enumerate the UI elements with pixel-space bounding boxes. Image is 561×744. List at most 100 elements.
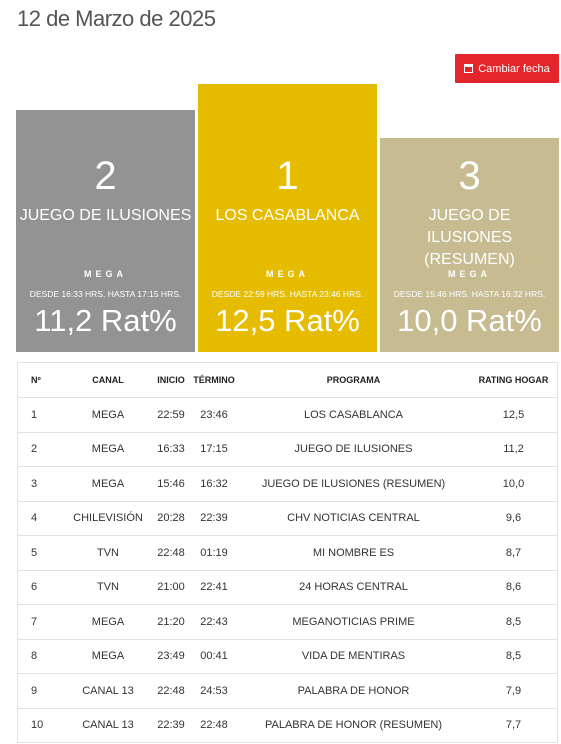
rating-value: 11,2 Rat% (34, 303, 177, 338)
table-row: 1 MEGA 22:59 23:46 LOS CASABLANCA 12,5 (17, 397, 558, 432)
cell-rating: 8,5 (470, 638, 558, 674)
rank-number: 2 (94, 154, 117, 198)
cell-program: JUEGO DE ILUSIONES (RESUMEN) (237, 466, 470, 501)
col-header-rating: RATING HOGAR (478, 375, 549, 385)
ratings-table: Nº CANAL INICIO TÉRMINO PROGRAMA RATING … (17, 362, 558, 743)
cell-channel: MEGA (65, 397, 151, 432)
cell-program: JUEGO DE ILUSIONES (237, 431, 470, 467)
cell-program: LOS CASABLANCA (237, 397, 470, 432)
cell-number: 9 (17, 673, 65, 708)
cell-end: 22:41 (191, 569, 237, 605)
cell-start: 22:39 (151, 707, 191, 743)
cell-channel: MEGA (65, 604, 151, 639)
table-row: 2 MEGA 16:33 17:15 JUEGO DE ILUSIONES 11,2 (17, 431, 558, 467)
cell-number: 3 (17, 466, 65, 501)
cell-number: 10 (17, 707, 65, 743)
cell-number: 2 (17, 431, 65, 467)
time-range: DESDE 15:46 HRS. HASTA 16:32 HRS. (393, 289, 546, 299)
cell-number: 6 (17, 569, 65, 605)
table-row: 3 MEGA 15:46 16:32 JUEGO DE ILUSIONES (RESUM… (17, 466, 558, 501)
cell-end: 22:39 (191, 500, 237, 536)
change-date-label: Cambiar fecha (478, 62, 550, 75)
cell-rating: 8,6 (470, 569, 558, 605)
table-row: 9 CANAL 13 22:48 24:53 PALABRA DE HONOR 7,9 (17, 673, 558, 708)
cell-end: 22:48 (191, 707, 237, 743)
cell-end: 16:32 (191, 466, 237, 501)
cell-number: 8 (17, 638, 65, 674)
table-row: 6 TVN 21:00 22:41 24 HORAS CENTRAL 8,6 (17, 569, 558, 605)
col-header-start: INICIO (157, 375, 185, 385)
cell-program: 24 HORAS CENTRAL (237, 569, 470, 605)
col-header-end: TÉRMINO (193, 375, 235, 385)
cell-number: 1 (17, 397, 65, 432)
table-row: 4 CHILEVISIÓN 20:28 22:39 CHV NOTICIAS CENTR… (17, 500, 558, 536)
cell-number: 5 (17, 535, 65, 570)
cell-start: 16:33 (151, 431, 191, 467)
table-row: 5 TVN 22:48 01:19 MI NOMBRE ES 8,7 (17, 535, 558, 570)
cell-start: 22:59 (151, 397, 191, 432)
cell-start: 15:46 (151, 466, 191, 501)
cell-end: 22:43 (191, 604, 237, 639)
rank-number: 1 (276, 154, 299, 198)
cell-rating: 8,5 (470, 604, 558, 639)
time-range: DESDE 22:59 HRS. HASTA 23:46 HRS. (211, 289, 364, 299)
channel-name: MEGA (448, 269, 491, 279)
cell-start: 21:20 (151, 604, 191, 639)
rating-value: 12,5 Rat% (215, 303, 360, 338)
cell-rating: 7,7 (470, 707, 558, 743)
cell-start: 21:00 (151, 569, 191, 605)
cell-rating: 8,7 (470, 535, 558, 570)
cell-rating: 9,6 (470, 500, 558, 536)
cell-start: 22:48 (151, 673, 191, 708)
cell-program: CHV NOTICIAS CENTRAL (237, 500, 470, 536)
time-range: DESDE 16:33 HRS. HASTA 17:15 HRS. (29, 289, 182, 299)
cell-start: 20:28 (151, 500, 191, 536)
change-date-button[interactable]: Cambiar fecha (455, 54, 559, 83)
cell-program: PALABRA DE HONOR (237, 673, 470, 708)
rating-value: 10,0 Rat% (397, 303, 542, 338)
col-header-program: PROGRAMA (326, 375, 381, 385)
cell-number: 7 (17, 604, 65, 639)
cell-channel: MEGA (65, 431, 151, 467)
cell-end: 00:41 (191, 638, 237, 674)
cell-channel: TVN (65, 535, 151, 570)
cell-channel: TVN (65, 569, 151, 605)
channel-name: MEGA (266, 269, 309, 279)
podium-card-third: 3 JUEGO DE ILUSIONES (RESUMEN) MEGA DESD… (380, 138, 559, 352)
cell-channel: MEGA (65, 466, 151, 501)
cell-channel: MEGA (65, 638, 151, 674)
page-title: 12 de Marzo de 2025 (17, 6, 216, 31)
podium-card-second: 2 JUEGO DE ILUSIONES MEGA DESDE 16:33 HR… (16, 110, 195, 352)
cell-channel: CHILEVISIÓN (65, 500, 151, 536)
table-row: 7 MEGA 21:20 22:43 MEGANOTICIAS PRIME 8,5 (17, 604, 558, 639)
cell-start: 23:49 (151, 638, 191, 674)
cell-end: 23:46 (191, 397, 237, 432)
program-name: LOS CASABLANCA (215, 207, 360, 224)
cell-rating: 11,2 (470, 431, 558, 467)
cell-program: MI NOMBRE ES (237, 535, 470, 570)
program-name: JUEGO DE ILUSIONES (19, 207, 192, 224)
cell-rating: 7,9 (470, 673, 558, 708)
table-header-row: Nº CANAL INICIO TÉRMINO PROGRAMA RATING … (18, 363, 558, 398)
cell-number: 4 (17, 500, 65, 536)
table-row: 10 CANAL 13 22:39 22:48 PALABRA DE HONOR (RE… (17, 707, 558, 743)
cell-channel: CANAL 13 (65, 707, 151, 743)
cell-end: 01:19 (191, 535, 237, 570)
cell-start: 22:48 (151, 535, 191, 570)
cell-end: 24:53 (191, 673, 237, 708)
channel-name: MEGA (84, 269, 127, 279)
cell-end: 17:15 (191, 431, 237, 467)
cell-program: MEGANOTICIAS PRIME (237, 604, 470, 639)
cell-rating: 10,0 (470, 466, 558, 501)
cell-program: PALABRA DE HONOR (RESUMEN) (237, 707, 470, 743)
program-name: JUEGO DE ILUSIONES (RESUMEN) (424, 207, 515, 268)
calendar-icon (464, 64, 474, 73)
table-row: 8 MEGA 23:49 00:41 VIDA DE MENTIRAS 8,5 (17, 638, 558, 674)
podium-card-first: 1 LOS CASABLANCA MEGA DESDE 22:59 HRS. H… (198, 84, 377, 352)
col-header-number: Nº (31, 375, 41, 385)
col-header-channel: CANAL (92, 375, 124, 385)
rank-number: 3 (458, 154, 481, 198)
cell-program: VIDA DE MENTIRAS (237, 638, 470, 674)
cell-channel: CANAL 13 (65, 673, 151, 708)
cell-rating: 12,5 (470, 397, 558, 432)
